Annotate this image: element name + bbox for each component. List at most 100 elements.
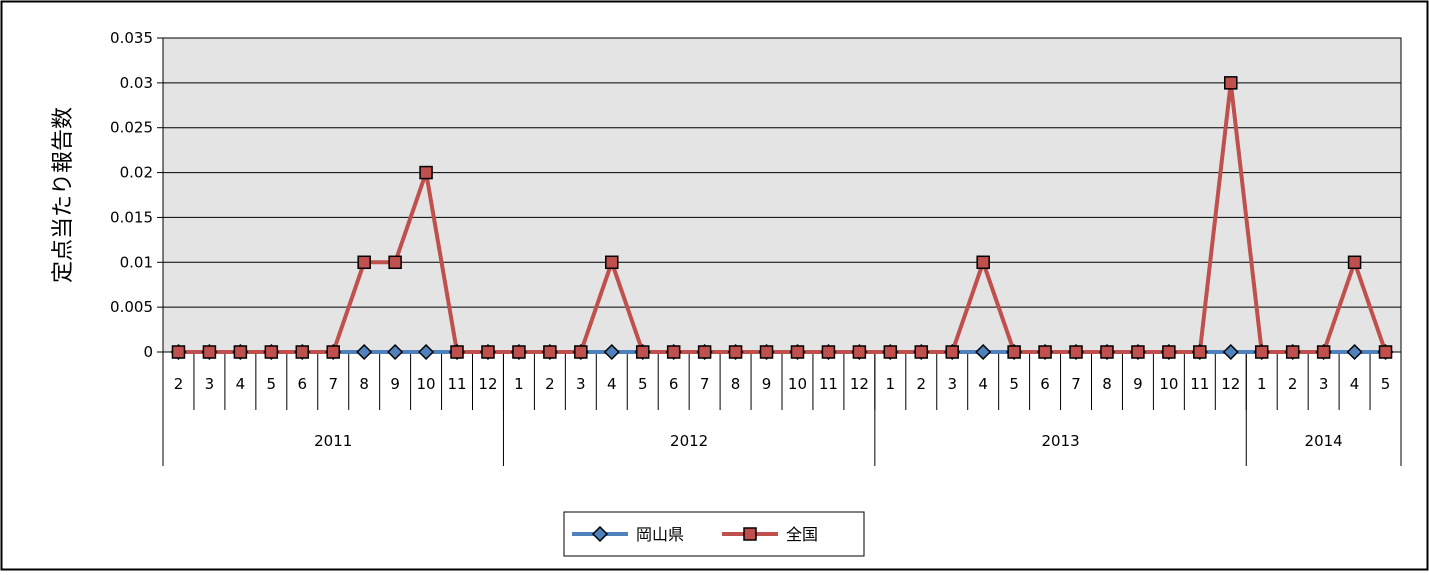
y-tick-label: 0.015 [110, 208, 153, 226]
x-axis: 2 3 4 5 6 7 8 9 10 11 12 1 2 3 4 5 6 7 8 9 10 11 12 1 2 3 4 5 6 7 8 9 10… [162, 351, 1402, 466]
data-point-square [450, 345, 464, 359]
month-tick-label: 10 [1159, 375, 1178, 393]
legend-swatch-marker [743, 527, 757, 541]
month-tick-label: 2 [174, 375, 184, 393]
data-point-square [759, 345, 774, 359]
data-point-square [1316, 345, 1331, 359]
month-tick-label: 2 [545, 375, 555, 393]
month-tick-label: 12 [1221, 375, 1240, 393]
month-tick-label: 7 [328, 375, 338, 393]
data-point-square [419, 165, 433, 180]
data-point-square [357, 255, 371, 270]
gridlines [163, 37, 1401, 353]
y-axis-ticks: 0 0.005 0.01 0.015 0.02 0.025 0.03 0.035 [110, 29, 163, 361]
data-point-square [883, 345, 898, 359]
month-tick-label: 11 [819, 375, 838, 393]
y-tick-label: 0.035 [110, 29, 153, 47]
data-point-square [388, 255, 402, 270]
data-point-square [1193, 345, 1207, 359]
data-point-square [697, 345, 712, 359]
y-tick-label: 0 [143, 343, 153, 361]
y-tick-label: 0.005 [110, 298, 153, 316]
data-point-square [1162, 345, 1176, 359]
series-line-square [178, 82, 1388, 354]
y-tick-label: 0.03 [120, 74, 153, 92]
month-tick-label: 1 [886, 375, 896, 393]
month-tick-label: 3 [205, 375, 215, 393]
legend-label: 全国 [786, 525, 818, 544]
month-tick-label: 4 [607, 375, 617, 393]
data-point-square [1069, 345, 1083, 359]
data-point-square [1347, 255, 1362, 270]
data-point-square [1007, 345, 1021, 359]
data-point-square [1131, 345, 1145, 359]
data-point-square [202, 345, 217, 359]
data-point-diamond [1222, 343, 1239, 361]
data-point-square [1285, 345, 1300, 359]
data-point-square [233, 345, 248, 359]
month-tick-label: 1 [514, 375, 524, 393]
data-point-square [635, 345, 650, 359]
month-tick-label: 3 [576, 375, 586, 393]
data-point-square [1038, 345, 1052, 359]
month-tick-label: 1 [1257, 375, 1267, 393]
month-tick-label: 6 [1040, 375, 1050, 393]
month-tick-label: 12 [850, 375, 869, 393]
month-tick-label: 5 [638, 375, 648, 393]
legend-swatch-marker [591, 525, 609, 543]
data-point-square [326, 345, 340, 359]
data-point-square [1224, 76, 1238, 90]
month-tick-label: 8 [1102, 375, 1112, 393]
month-tick-label: 7 [700, 375, 710, 393]
data-point-square [295, 345, 310, 359]
month-tick-label: 4 [1350, 375, 1360, 393]
data-point-square [976, 255, 990, 270]
month-tick-label: 7 [1071, 375, 1081, 393]
month-tick-label: 4 [236, 375, 246, 393]
month-tick-label: 10 [788, 375, 807, 393]
month-tick-label: 4 [978, 375, 988, 393]
data-point-square [1100, 345, 1114, 359]
year-tick-label: 2013 [1041, 432, 1079, 450]
y-axis-label: 定点当たり報告数 [51, 107, 76, 283]
data-point-diamond [975, 343, 992, 361]
data-point-square [790, 345, 805, 359]
data-point-square [821, 345, 836, 359]
month-tick-label: 11 [447, 375, 466, 393]
month-tick-label: 2 [1288, 375, 1298, 393]
legend: 岡山県 全国 [563, 511, 865, 557]
month-tick-label: 8 [359, 375, 369, 393]
year-tick-label: 2014 [1305, 432, 1343, 450]
month-tick-label: 5 [1381, 375, 1391, 393]
data-point-square [543, 345, 557, 359]
month-tick-label: 11 [1190, 375, 1209, 393]
data-point-square [852, 345, 867, 359]
month-tick-label: 9 [762, 375, 772, 393]
data-point-square [728, 345, 743, 359]
data-point-square [171, 345, 186, 359]
month-tick-label: 9 [1133, 375, 1143, 393]
data-point-diamond [387, 343, 404, 361]
data-point-square [945, 345, 959, 359]
month-tick-label: 5 [1009, 375, 1019, 393]
data-point-square [666, 345, 681, 359]
legend-label: 岡山県 [636, 525, 684, 544]
data-point-square [1254, 345, 1269, 359]
plot-area [162, 37, 1402, 353]
month-tick-label: 10 [417, 375, 436, 393]
data-point-diamond [1346, 343, 1363, 361]
month-tick-label: 3 [1319, 375, 1329, 393]
data-point-square [512, 345, 526, 359]
series-layer [170, 76, 1394, 361]
month-tick-label: 12 [478, 375, 497, 393]
year-tick-label: 2011 [314, 432, 352, 450]
data-point-square [481, 345, 495, 359]
y-tick-label: 0.01 [120, 253, 153, 271]
y-tick-label: 0.02 [120, 164, 153, 182]
data-point-square [574, 345, 588, 359]
data-point-diamond [356, 343, 373, 361]
data-point-square [264, 345, 279, 359]
month-tick-label: 6 [298, 375, 308, 393]
